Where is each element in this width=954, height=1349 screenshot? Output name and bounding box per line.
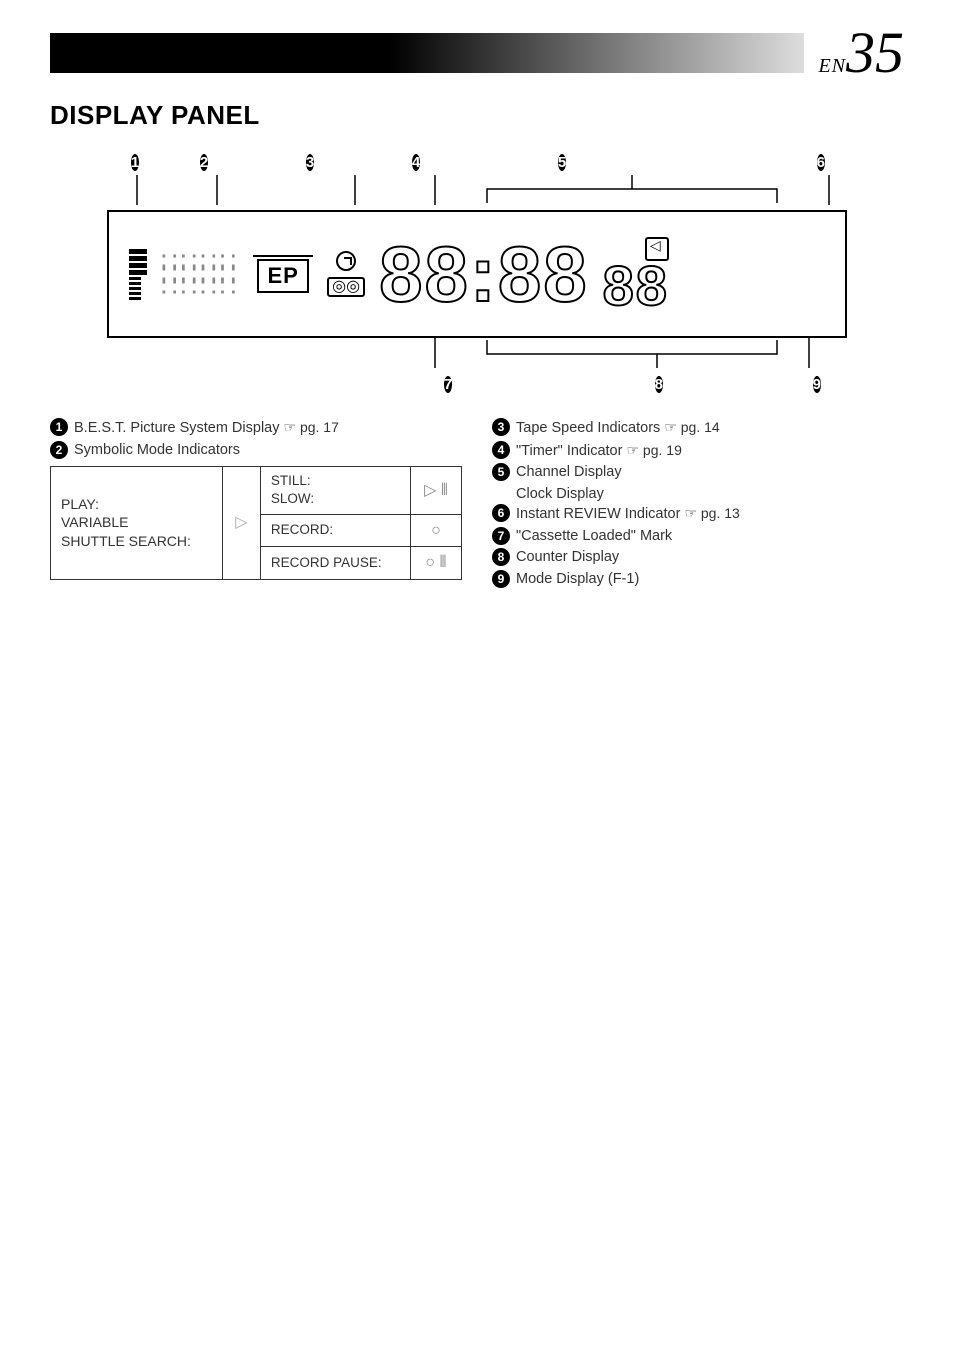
callout-3: 3: [306, 154, 314, 171]
tbl-play: PLAY:: [61, 495, 212, 514]
display-panel-graphic: ∷∷∷∷∷∷∷∷∷∷∷∷ EP ◎◎ 88:88 88: [107, 210, 847, 338]
right-column: 3 Tape Speed Indicators ☞ pg. 14 4 "Time…: [492, 418, 904, 592]
section-title: DISPLAY PANEL: [50, 100, 904, 131]
item1-text: B.E.S.T. Picture System Display: [74, 420, 284, 436]
item9-text: Mode Display (F-1): [516, 570, 639, 590]
lbl-slow: SLOW:: [271, 490, 400, 508]
cell-still: STILL: SLOW:: [260, 467, 410, 514]
bullet-8: 8: [492, 548, 510, 566]
item3-text: Tape Speed Indicators: [516, 420, 664, 436]
legend-item-5: 5 Channel Display: [492, 463, 904, 483]
bullet-1: 1: [50, 418, 68, 436]
item4-ref: ☞ pg. 19: [626, 442, 681, 458]
bullet-5: 5: [492, 463, 510, 481]
item5b-text: Clock Display: [516, 485, 904, 505]
cell-recpause: RECORD PAUSE:: [260, 547, 410, 580]
bullet-6: 6: [492, 504, 510, 522]
callout-4: 4: [412, 154, 420, 171]
item1-ref: ☞ pg. 17: [284, 419, 339, 435]
legend-columns: 1 B.E.S.T. Picture System Display ☞ pg. …: [50, 418, 904, 592]
leader-lines-top: [97, 175, 857, 205]
lbl-still: STILL:: [271, 472, 400, 490]
callout-7: 7: [444, 376, 452, 393]
item5-text: Channel Display: [516, 463, 622, 483]
callout-6: 6: [817, 154, 825, 171]
header-bar: EN35: [50, 24, 904, 82]
callout-1: 1: [131, 154, 139, 171]
page-number: EN35: [818, 24, 904, 82]
sym-recpause: ○ ⦀: [410, 547, 461, 580]
item8-text: Counter Display: [516, 548, 619, 568]
legend-item-1: 1 B.E.S.T. Picture System Display ☞ pg. …: [50, 418, 462, 439]
left-column: 1 B.E.S.T. Picture System Display ☞ pg. …: [50, 418, 462, 592]
tbl-shuttle: SHUTTLE SEARCH:: [61, 532, 212, 551]
sym-rec: ○: [410, 514, 461, 547]
timer-icon: [336, 251, 356, 271]
legend-item-7: 7 "Cassette Loaded" Mark: [492, 527, 904, 547]
legend-item-3: 3 Tape Speed Indicators ☞ pg. 14: [492, 418, 904, 439]
review-icon: [645, 237, 669, 261]
lang-label: EN: [818, 55, 846, 77]
item2-text: Symbolic Mode Indicators: [74, 441, 240, 461]
cell-record: RECORD:: [260, 514, 410, 547]
bullet-4: 4: [492, 441, 510, 459]
legend-item-9: 9 Mode Display (F-1): [492, 570, 904, 590]
callout-5: 5: [558, 154, 566, 171]
legend-item-2: 2 Symbolic Mode Indicators: [50, 441, 462, 461]
diagram: 1 2 3 4 5 6: [50, 151, 904, 402]
seven-seg-main: 88:88: [379, 239, 589, 309]
callout-8: 8: [655, 376, 663, 393]
tape-speed-indicator: EP: [257, 259, 308, 293]
tbl-variable: VARIABLE: [61, 513, 212, 532]
item6-ref: ☞ pg. 13: [684, 505, 739, 521]
sym-play: ▷: [222, 467, 260, 580]
bullet-3: 3: [492, 418, 510, 436]
cassette-icon: ◎◎: [327, 277, 365, 297]
bullet-2: 2: [50, 441, 68, 459]
indicator-icons: ◎◎: [327, 251, 365, 297]
item6-text: Instant REVIEW Indicator: [516, 506, 684, 522]
mode-table: PLAY: VARIABLE SHUTTLE SEARCH: ▷ STILL: …: [50, 466, 462, 580]
sym-still: ▷ ⦀: [410, 467, 461, 514]
legend-item-6: 6 Instant REVIEW Indicator ☞ pg. 13: [492, 504, 904, 525]
leader-lines-bottom: [97, 338, 857, 368]
item4-text: "Timer" Indicator: [516, 443, 626, 459]
item3-ref: ☞ pg. 14: [664, 419, 719, 435]
legend-item-4: 4 "Timer" Indicator ☞ pg. 19: [492, 441, 904, 462]
bullet-7: 7: [492, 527, 510, 545]
best-bars: [129, 249, 147, 300]
callout-2: 2: [200, 154, 208, 171]
dot-matrix: ∷∷∷∷∷∷∷∷∷∷∷∷: [161, 255, 239, 294]
seven-seg-sec: 88: [603, 261, 669, 311]
legend-item-8: 8 Counter Display: [492, 548, 904, 568]
bullet-9: 9: [492, 570, 510, 588]
page-num-value: 35: [846, 20, 904, 85]
table-row: PLAY: VARIABLE SHUTTLE SEARCH: ▷ STILL: …: [51, 467, 462, 514]
page: EN35 DISPLAY PANEL 1 2 3 4 5 6: [0, 0, 954, 616]
callout-9: 9: [813, 376, 821, 393]
item7-text: "Cassette Loaded" Mark: [516, 527, 672, 547]
gradient-decoration: [50, 33, 804, 73]
table-left-cell: PLAY: VARIABLE SHUTTLE SEARCH:: [51, 467, 223, 580]
